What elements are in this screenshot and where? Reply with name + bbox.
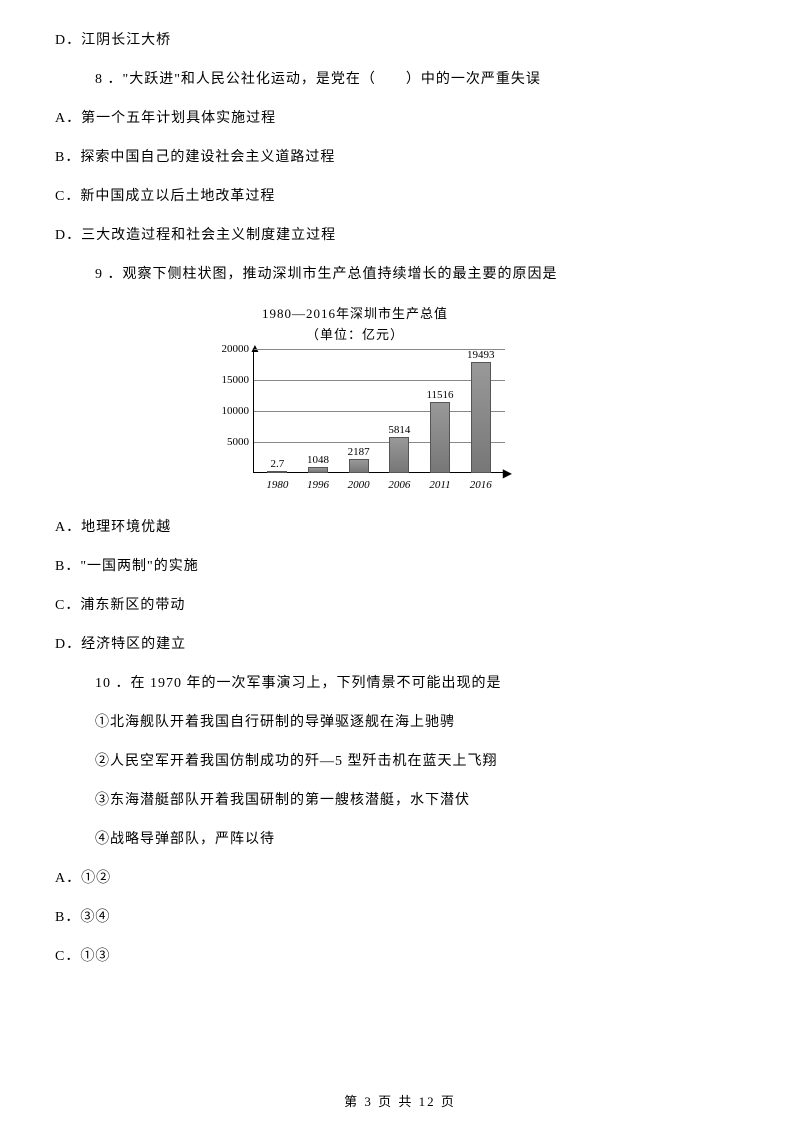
x-tick-label: 2006 xyxy=(379,475,420,499)
q7-option-d: D．江阴长江大桥 xyxy=(55,30,745,51)
bar-slot: 19493 xyxy=(460,349,501,473)
x-tick-label: 1996 xyxy=(298,475,339,499)
bar-value-label: 11516 xyxy=(426,389,453,401)
x-axis-labels: 198019962000200620112016 xyxy=(253,475,505,499)
q8-option-a: A．第一个五年计划具体实施过程 xyxy=(55,108,745,129)
bar-value-label: 2.7 xyxy=(270,458,284,470)
x-tick-label: 1980 xyxy=(257,475,298,499)
q8-stem: 8 ．"大跃进"和人民公社化运动，是党在（ ）中的一次严重失误 xyxy=(55,69,745,90)
bar-value-label: 5814 xyxy=(388,424,410,436)
bar-value-label: 19493 xyxy=(467,349,495,361)
chart-body: ▲ ▶ 2000015000100005000 2.71048218758141… xyxy=(205,349,505,499)
y-axis: 2000015000100005000 xyxy=(205,349,253,473)
q8-option-b: B．探索中国自己的建设社会主义道路过程 xyxy=(55,147,745,168)
q10-stem: 10 ．在 1970 年的一次军事演习上，下列情景不可能出现的是 xyxy=(55,673,745,694)
bar xyxy=(471,362,491,473)
bar xyxy=(308,467,328,473)
bar-slot: 2.7 xyxy=(257,349,298,473)
bar-value-label: 1048 xyxy=(307,454,329,466)
q10-option-a: A．①② xyxy=(55,868,745,889)
bar-slot: 5814 xyxy=(379,349,420,473)
bar-slot: 11516 xyxy=(420,349,461,473)
shenzhen-gdp-chart: 1980—2016年深圳市生产总值 （单位：亿元） ▲ ▶ 2000015000… xyxy=(55,303,745,499)
q9-option-c: C．浦东新区的带动 xyxy=(55,595,745,616)
q9-option-a: A．地理环境优越 xyxy=(55,517,745,538)
y-tick-label: 20000 xyxy=(222,343,250,355)
bar xyxy=(349,459,369,473)
q10-item-1: ①北海舰队开着我国自行研制的导弹驱逐舰在海上驰骋 xyxy=(55,712,745,733)
bar xyxy=(389,437,409,473)
chart-title: 1980—2016年深圳市生产总值 xyxy=(205,303,505,322)
x-tick-label: 2016 xyxy=(460,475,501,499)
q9-option-d: D．经济特区的建立 xyxy=(55,634,745,655)
q8-option-c: C．新中国成立以后土地改革过程 xyxy=(55,186,745,207)
bar-value-label: 2187 xyxy=(348,446,370,458)
bar xyxy=(267,471,287,473)
y-tick-label: 10000 xyxy=(222,405,250,417)
bar xyxy=(430,402,450,473)
x-tick-label: 2000 xyxy=(338,475,379,499)
q10-item-2: ②人民空军开着我国仿制成功的歼—5 型歼击机在蓝天上飞翔 xyxy=(55,751,745,772)
bar-slot: 1048 xyxy=(298,349,339,473)
q9-stem: 9 ．观察下侧柱状图，推动深圳市生产总值持续增长的最主要的原因是 xyxy=(55,264,745,285)
q8-option-d: D．三大改造过程和社会主义制度建立过程 xyxy=(55,225,745,246)
q10-option-b: B．③④ xyxy=(55,907,745,928)
y-tick-label: 5000 xyxy=(227,436,249,448)
page-footer: 第 3 页 共 12 页 xyxy=(0,1091,800,1110)
q9-option-b: B．"一国两制"的实施 xyxy=(55,556,745,577)
y-tick-label: 15000 xyxy=(222,374,250,386)
bar-slot: 2187 xyxy=(338,349,379,473)
q10-item-4: ④战略导弹部队，严阵以待 xyxy=(55,829,745,850)
q10-option-c: C．①③ xyxy=(55,946,745,967)
x-tick-label: 2011 xyxy=(420,475,461,499)
q10-item-3: ③东海潜艇部队开着我国研制的第一艘核潜艇，水下潜伏 xyxy=(55,790,745,811)
chart-bars: 2.7 1048 2187 5814 11516 19493 xyxy=(253,349,505,473)
